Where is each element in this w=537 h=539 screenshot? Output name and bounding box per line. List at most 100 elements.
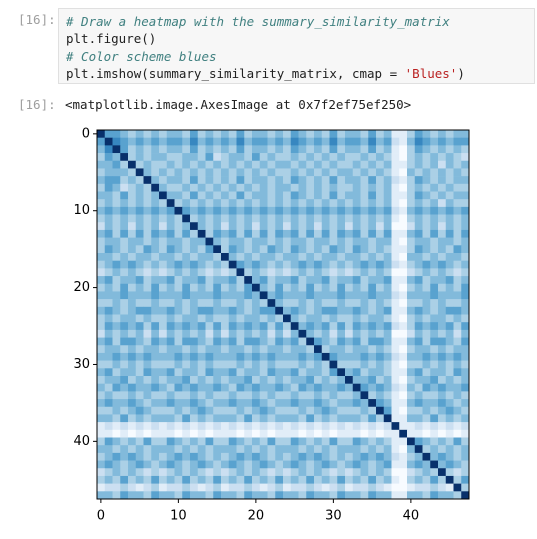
- heatmap-cell: [252, 360, 261, 369]
- heatmap-cell: [298, 306, 307, 315]
- heatmap-cell: [314, 168, 323, 177]
- heatmap-cell: [383, 130, 392, 138]
- heatmap-cell: [290, 491, 299, 500]
- heatmap-cell: [414, 445, 423, 454]
- heatmap-cell: [143, 483, 152, 492]
- heatmap-cell: [445, 183, 454, 192]
- heatmap-cell: [391, 475, 400, 484]
- heatmap-cell: [461, 406, 470, 415]
- heatmap-cell: [453, 237, 462, 246]
- heatmap-cell: [314, 245, 323, 254]
- heatmap-cell: [244, 422, 253, 431]
- heatmap-cell: [453, 491, 462, 500]
- heatmap-cell: [197, 460, 206, 469]
- heatmap-cell: [97, 268, 106, 277]
- heatmap-cell: [143, 314, 152, 323]
- heatmap-cell: [197, 429, 206, 438]
- heatmap-cell: [329, 314, 338, 323]
- heatmap-cell: [283, 130, 292, 138]
- heatmap-cell: [259, 337, 268, 346]
- heatmap-cell: [228, 414, 237, 423]
- heatmap-cell: [337, 191, 346, 200]
- heatmap-cell: [267, 437, 276, 446]
- heatmap-cell: [399, 345, 408, 354]
- heatmap-cell: [314, 322, 323, 331]
- heatmap-cell: [128, 168, 137, 177]
- heatmap-cell: [252, 383, 261, 392]
- heatmap-cell: [275, 452, 284, 461]
- heatmap-cell: [166, 483, 175, 492]
- code-cell[interactable]: # Draw a heatmap with the summary_simila…: [58, 8, 535, 84]
- heatmap-cell: [143, 399, 152, 408]
- heatmap-cell: [151, 306, 160, 315]
- heatmap-cell: [329, 475, 338, 484]
- heatmap-cell: [422, 437, 431, 446]
- heatmap-cell: [151, 445, 160, 454]
- heatmap-cell: [352, 483, 361, 492]
- heatmap-cell: [298, 130, 307, 138]
- heatmap-cell: [252, 337, 261, 346]
- heatmap-cell: [345, 206, 354, 215]
- heatmap-cell: [197, 168, 206, 177]
- heatmap-cell: [259, 191, 268, 200]
- heatmap-cell: [391, 137, 400, 146]
- heatmap-cell: [368, 245, 377, 254]
- heatmap-cell: [275, 437, 284, 446]
- heatmap-cell: [120, 329, 129, 338]
- heatmap-cell: [283, 406, 292, 415]
- heatmap-cell: [221, 460, 230, 469]
- heatmap-cell: [174, 491, 183, 500]
- heatmap-cell: [352, 368, 361, 377]
- heatmap-cell: [329, 345, 338, 354]
- heatmap-cell: [151, 291, 160, 300]
- heatmap-cell: [414, 299, 423, 308]
- heatmap-cell: [97, 368, 106, 377]
- heatmap-cell: [166, 283, 175, 292]
- heatmap-cell: [383, 345, 392, 354]
- heatmap-cell: [422, 345, 431, 354]
- heatmap-cell: [205, 468, 214, 477]
- heatmap-cell: [190, 429, 199, 438]
- heatmap-cell: [275, 475, 284, 484]
- heatmap-cell: [120, 314, 129, 323]
- heatmap-cell: [383, 229, 392, 238]
- heatmap-cell: [290, 130, 299, 138]
- heatmap-cell: [120, 391, 129, 400]
- heatmap-cell: [120, 168, 129, 177]
- heatmap-cell: [329, 368, 338, 377]
- heatmap-cell: [438, 437, 447, 446]
- heatmap-cell: [290, 260, 299, 269]
- heatmap-cell: [221, 237, 230, 246]
- heatmap-cell: [306, 483, 315, 492]
- heatmap-cell: [221, 130, 230, 138]
- heatmap-cell: [120, 468, 129, 477]
- heatmap-cell: [151, 429, 160, 438]
- heatmap-cell: [267, 306, 276, 315]
- heatmap-cell: [228, 360, 237, 369]
- heatmap-cell: [438, 406, 447, 415]
- heatmap-cell: [345, 137, 354, 146]
- heatmap-cell: [159, 452, 168, 461]
- heatmap-cell: [128, 406, 137, 415]
- heatmap-cell: [244, 475, 253, 484]
- heatmap-cell: [422, 376, 431, 384]
- heatmap-cell: [244, 368, 253, 377]
- output-prompt: [16]:: [18, 97, 56, 112]
- heatmap-cell: [298, 153, 307, 162]
- heatmap-cell: [151, 191, 160, 200]
- heatmap-cell: [205, 229, 214, 238]
- heatmap-cell: [383, 383, 392, 392]
- heatmap-cell: [252, 145, 261, 154]
- heatmap-cell: [174, 145, 183, 154]
- heatmap-cell: [438, 299, 447, 308]
- heatmap-cell: [321, 422, 330, 431]
- heatmap-cell: [174, 283, 183, 292]
- heatmap-cell: [213, 168, 222, 177]
- heatmap-cell: [352, 383, 361, 392]
- heatmap-cell: [151, 153, 160, 162]
- heatmap-cell: [228, 137, 237, 146]
- heatmap-cell: [391, 491, 400, 500]
- heatmap-cell: [337, 153, 346, 162]
- heatmap-cell: [228, 314, 237, 323]
- heatmap-cell: [314, 237, 323, 246]
